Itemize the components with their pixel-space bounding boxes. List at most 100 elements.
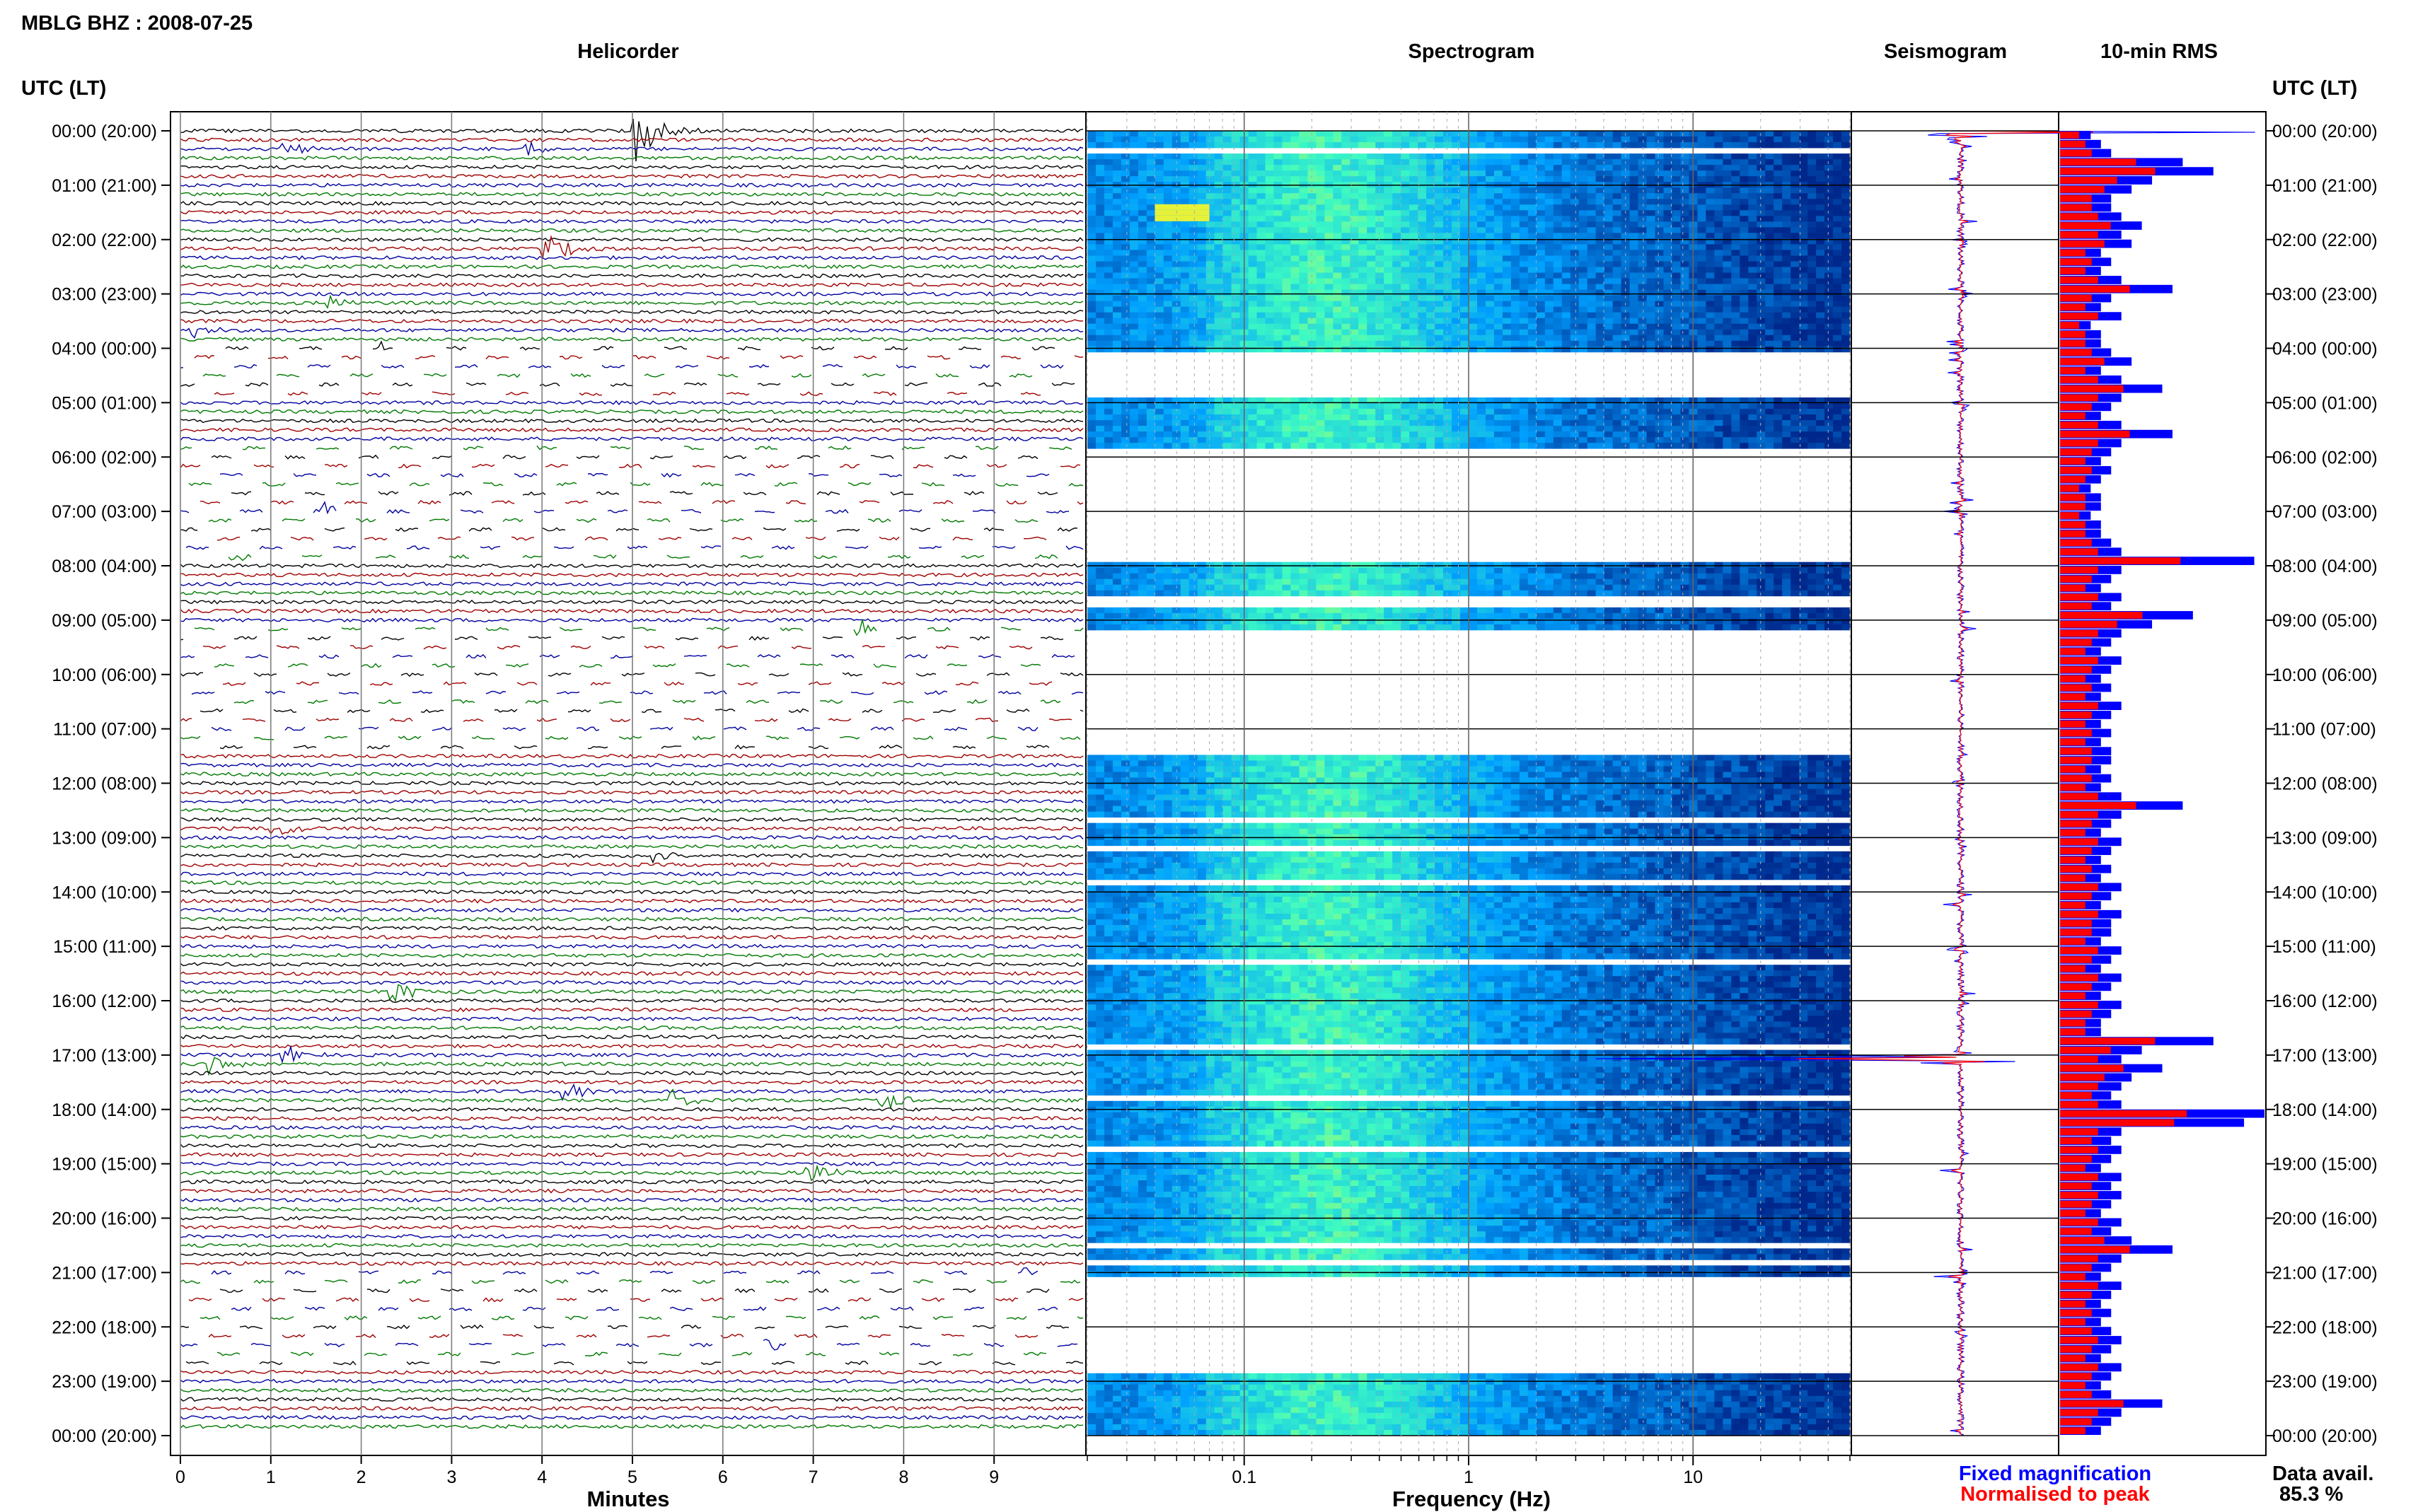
spectrogram-cell	[1791, 289, 1800, 296]
spectrogram-cell	[1121, 573, 1130, 580]
spectrogram-cell	[1714, 346, 1723, 353]
spectrogram-cell	[1358, 250, 1367, 256]
spectrogram-cell	[1791, 216, 1800, 222]
spectrogram-cell	[1587, 409, 1597, 415]
spectrogram-cell	[1621, 221, 1631, 228]
spectrogram-cell	[1367, 584, 1376, 591]
spectrogram-cell	[1680, 335, 1690, 342]
spectrogram-cell	[1087, 216, 1097, 222]
spectrogram-cell	[1392, 420, 1401, 426]
spectrogram-cell	[1256, 409, 1266, 415]
spectrogram-cell	[1205, 221, 1215, 228]
spectrogram-cell	[1485, 216, 1495, 222]
spectrogram-cell	[1443, 340, 1452, 347]
spectrogram-cell	[1544, 176, 1554, 182]
spectrogram-cell	[1748, 562, 1757, 569]
spectrogram-cell	[1663, 414, 1673, 421]
spectrogram-cell	[1316, 295, 1325, 302]
spectrogram-cell	[1104, 221, 1113, 228]
spectrogram-cell	[1350, 312, 1359, 319]
spectrogram-cell	[1341, 227, 1350, 233]
spectrogram-cell	[1587, 414, 1597, 421]
spectrogram-cell	[1740, 329, 1749, 336]
spectrogram-cell	[1816, 584, 1825, 591]
spectrogram-cell	[1536, 284, 1546, 291]
spectrogram-cell	[1502, 329, 1512, 336]
spectrogram-cell	[1740, 272, 1749, 279]
spectrogram-cell	[1146, 590, 1156, 597]
spectrogram-cell	[1087, 255, 1097, 262]
spectrogram-cell	[1476, 420, 1486, 426]
spectrogram-cell	[1435, 153, 1444, 160]
spectrogram-cell	[1493, 221, 1503, 228]
spectrogram-cell	[1214, 284, 1224, 291]
spectrogram-cell	[1731, 340, 1740, 347]
spectrogram-cell	[1197, 255, 1207, 262]
spectrogram-cell	[1748, 153, 1757, 160]
spectrogram-cell	[1341, 153, 1350, 160]
spectrogram-cell	[1493, 142, 1503, 149]
spectrogram-cell	[1570, 431, 1580, 438]
spectrogram-cell	[1222, 443, 1232, 449]
spectrogram-cell	[1791, 312, 1800, 319]
spectrogram-cell	[1146, 272, 1156, 279]
spectrogram-cell	[1222, 255, 1232, 262]
spectrogram-cell	[1757, 323, 1766, 330]
spectrogram-cell	[1748, 420, 1757, 426]
spectrogram-cell	[1273, 250, 1283, 256]
spectrogram-cell	[1435, 136, 1444, 143]
spectrogram-cell	[1248, 216, 1258, 222]
spectrogram-cell	[1799, 335, 1808, 342]
spectrogram-cell	[1087, 573, 1097, 580]
spectrogram-cell	[1833, 573, 1842, 580]
spectrogram-cell	[1841, 301, 1851, 308]
spectrogram-cell	[1095, 612, 1105, 620]
spectrogram-cell	[1172, 170, 1181, 177]
spectrogram-cell	[1452, 165, 1461, 171]
spectrogram-cell	[1807, 278, 1817, 284]
spectrogram-cell	[1757, 204, 1766, 211]
spectrogram-cell	[1527, 295, 1537, 302]
spectrogram-cell	[1841, 227, 1851, 233]
spectrogram-cell	[1476, 318, 1486, 325]
spectrogram-cell	[1629, 578, 1639, 586]
spectrogram-cell	[1807, 233, 1817, 239]
spectrogram-cell	[1638, 329, 1648, 336]
spectrogram-cell	[1502, 335, 1512, 342]
spectrogram-cell	[1273, 578, 1283, 586]
spectrogram-cell	[1358, 612, 1367, 620]
spectrogram-cell	[1452, 250, 1461, 256]
spectrogram-cell	[1774, 199, 1783, 205]
spectrogram-cell	[1587, 284, 1597, 291]
spectrogram-cell	[1112, 335, 1122, 342]
spectrogram-cell	[1197, 261, 1207, 267]
spectrogram-cell	[1824, 403, 1834, 409]
spectrogram-cell	[1527, 210, 1537, 216]
spectrogram-cell	[1138, 437, 1147, 443]
spectrogram-cell	[1680, 278, 1690, 284]
spectrogram-cell	[1324, 210, 1334, 216]
spectrogram-cell	[1510, 244, 1520, 250]
spectrogram-cell	[1757, 301, 1766, 308]
spectrogram-cell	[1646, 131, 1656, 137]
spectrogram-cell	[1646, 193, 1656, 199]
spectrogram-cell	[1748, 612, 1757, 620]
spectrogram-cell	[1299, 403, 1309, 409]
spectrogram-cell	[1638, 346, 1648, 353]
spectrogram-cell	[1180, 409, 1190, 415]
spectrogram-cell	[1435, 244, 1444, 250]
spectrogram-cell	[1155, 590, 1164, 597]
spectrogram-cell	[1282, 193, 1292, 199]
spectrogram-cell	[1231, 295, 1241, 302]
spectrogram-cell	[1418, 233, 1427, 239]
spectrogram-cell	[1544, 250, 1554, 256]
spectrogram-cell	[1112, 409, 1122, 415]
spectrogram-cell	[1273, 618, 1283, 625]
spectrogram-cell	[1384, 233, 1393, 239]
spectrogram-cell	[1748, 414, 1757, 421]
spectrogram-cell	[1799, 567, 1808, 574]
spectrogram-cell	[1629, 272, 1639, 279]
spectrogram-cell	[1841, 312, 1851, 319]
spectrogram-cell	[1706, 562, 1715, 569]
spectrogram-cell	[1502, 295, 1512, 302]
